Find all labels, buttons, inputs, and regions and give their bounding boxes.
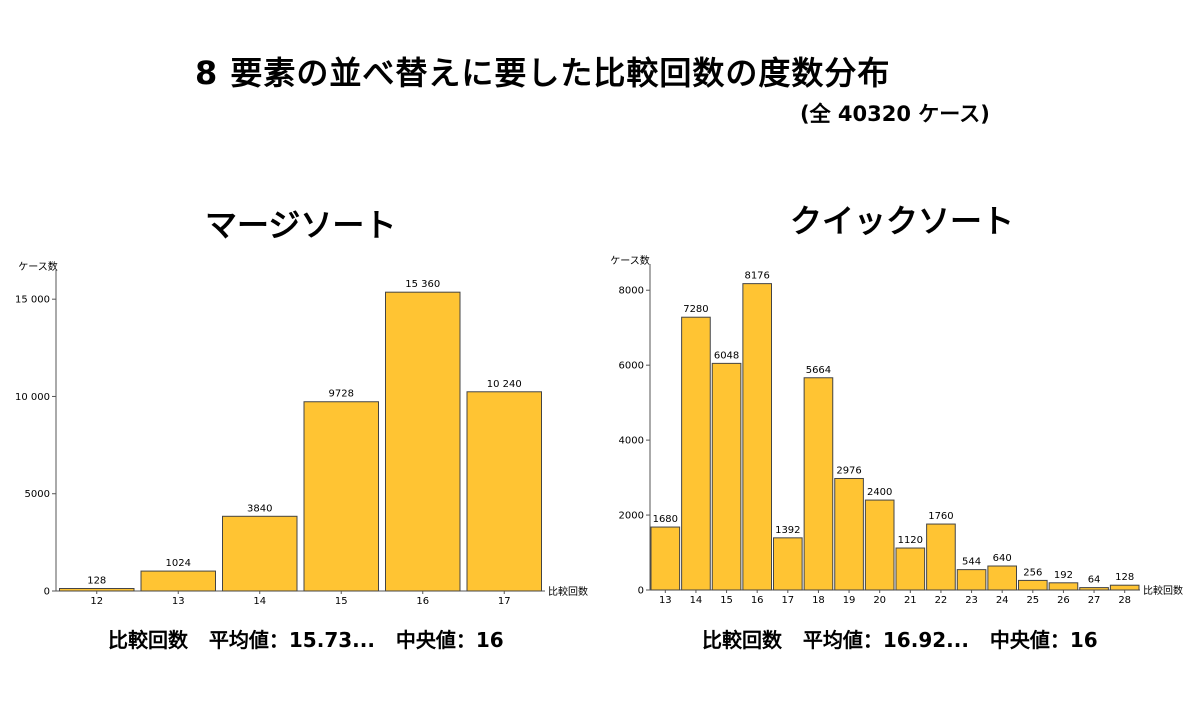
stats-median: 中央値：16	[395, 628, 504, 652]
y-tick-label: 10 000	[15, 392, 50, 403]
y-axis-label: ケース数	[18, 260, 58, 273]
bar-value-label: 128	[87, 576, 106, 587]
bar-15	[303, 401, 379, 592]
x-tick-label: 21	[904, 595, 917, 606]
bar-value-label: 640	[993, 553, 1012, 564]
bar-value-label: 64	[1088, 575, 1101, 586]
bar-19	[834, 477, 864, 591]
y-axis-label: ケース数	[610, 254, 650, 267]
bar-value-label: 7280	[683, 304, 708, 315]
page-title: 8 要素の並べ替えに要した比較回数の度数分布	[195, 54, 891, 92]
bar-14	[222, 515, 298, 592]
y-tick-label: 5000	[25, 489, 50, 500]
x-tick-label: 20	[873, 595, 886, 606]
bar-value-label: 8176	[744, 271, 769, 282]
bar-14	[681, 316, 711, 591]
x-tick-label: 14	[253, 596, 266, 607]
stats-median: 中央値：16	[989, 628, 1098, 652]
bar-value-label: 1392	[775, 525, 800, 536]
bar-value-label: 2976	[836, 465, 861, 476]
merge-sort-chart-title: マージソート	[205, 206, 397, 244]
x-tick-label: 18	[812, 595, 825, 606]
quick-sort-chart-title: クイックソート	[790, 202, 1015, 240]
bar-24	[987, 565, 1017, 591]
y-tick-label: 6000	[619, 361, 644, 372]
bar-20	[864, 499, 895, 591]
stats-label: 比較回数	[702, 628, 782, 652]
x-tick-label: 24	[996, 595, 1009, 606]
y-tick-label: 2000	[619, 511, 644, 522]
y-tick-label: 8000	[619, 286, 644, 297]
stats-label: 比較回数	[108, 628, 188, 652]
bar-18	[803, 377, 834, 591]
bar-21	[895, 547, 926, 591]
x-tick-label: 16	[751, 595, 764, 606]
x-tick-label: 16	[416, 596, 429, 607]
x-tick-label: 27	[1088, 595, 1101, 606]
x-tick-label: 17	[498, 596, 511, 607]
x-tick-label: 23	[965, 595, 978, 606]
bar-13	[140, 570, 216, 592]
x-tick-label: 19	[843, 595, 856, 606]
bar-17	[773, 537, 803, 591]
bar-15	[711, 362, 742, 591]
bar-25	[1018, 579, 1048, 591]
bar-23	[956, 569, 987, 591]
bar-value-label: 3840	[247, 503, 272, 514]
bar-value-label: 1760	[928, 511, 953, 522]
x-tick-label: 13	[659, 595, 672, 606]
y-tick-label: 0	[44, 587, 50, 598]
stats-mean: 平均値：16.92...	[802, 628, 969, 652]
page-subtitle: (全 40320 ケース)	[800, 102, 990, 126]
x-tick-label: 22	[935, 595, 948, 606]
bar-16	[385, 291, 461, 592]
bar-value-label: 9728	[329, 389, 354, 400]
bar-value-label: 10 240	[487, 379, 522, 390]
quick-sort-stats: 比較回数 平均値：16.92... 中央値：16	[702, 624, 1098, 653]
bar-22	[926, 523, 956, 591]
bar-value-label: 6048	[714, 350, 739, 361]
y-tick-label: 0	[638, 586, 644, 597]
y-tick-label: 15 000	[15, 295, 50, 306]
bar-value-label: 1680	[653, 514, 678, 525]
y-tick-label: 4000	[619, 436, 644, 447]
bar-28	[1109, 584, 1140, 591]
x-tick-label: 17	[781, 595, 794, 606]
x-tick-label: 13	[172, 596, 185, 607]
x-tick-label: 25	[1026, 595, 1039, 606]
bar-12	[59, 588, 135, 592]
bar-value-label: 5664	[806, 365, 831, 376]
bar-26	[1048, 582, 1079, 591]
x-axis-label: 比較回数	[548, 585, 588, 598]
bar-value-label: 15 360	[405, 279, 440, 290]
x-axis-label: 比較回数	[1143, 584, 1183, 597]
bar-value-label: 192	[1054, 570, 1073, 581]
bar-13	[650, 526, 681, 591]
bar-16	[742, 283, 772, 591]
x-tick-label: 15	[720, 595, 733, 606]
stats-mean: 平均値：15.73...	[208, 628, 375, 652]
bar-value-label: 256	[1023, 567, 1042, 578]
bar-value-label: 2400	[867, 487, 892, 498]
x-tick-label: 26	[1057, 595, 1070, 606]
bar-value-label: 1024	[166, 558, 191, 569]
bar-27	[1079, 587, 1109, 591]
x-tick-label: 14	[690, 595, 703, 606]
x-tick-label: 12	[90, 596, 103, 607]
x-tick-label: 15	[335, 596, 348, 607]
bar-value-label: 544	[962, 557, 981, 568]
bar-17	[466, 391, 542, 592]
bar-value-label: 1120	[898, 535, 923, 546]
x-tick-label: 28	[1118, 595, 1131, 606]
bar-value-label: 128	[1115, 572, 1134, 583]
merge-sort-stats: 比較回数 平均値：15.73... 中央値：16	[108, 624, 504, 653]
